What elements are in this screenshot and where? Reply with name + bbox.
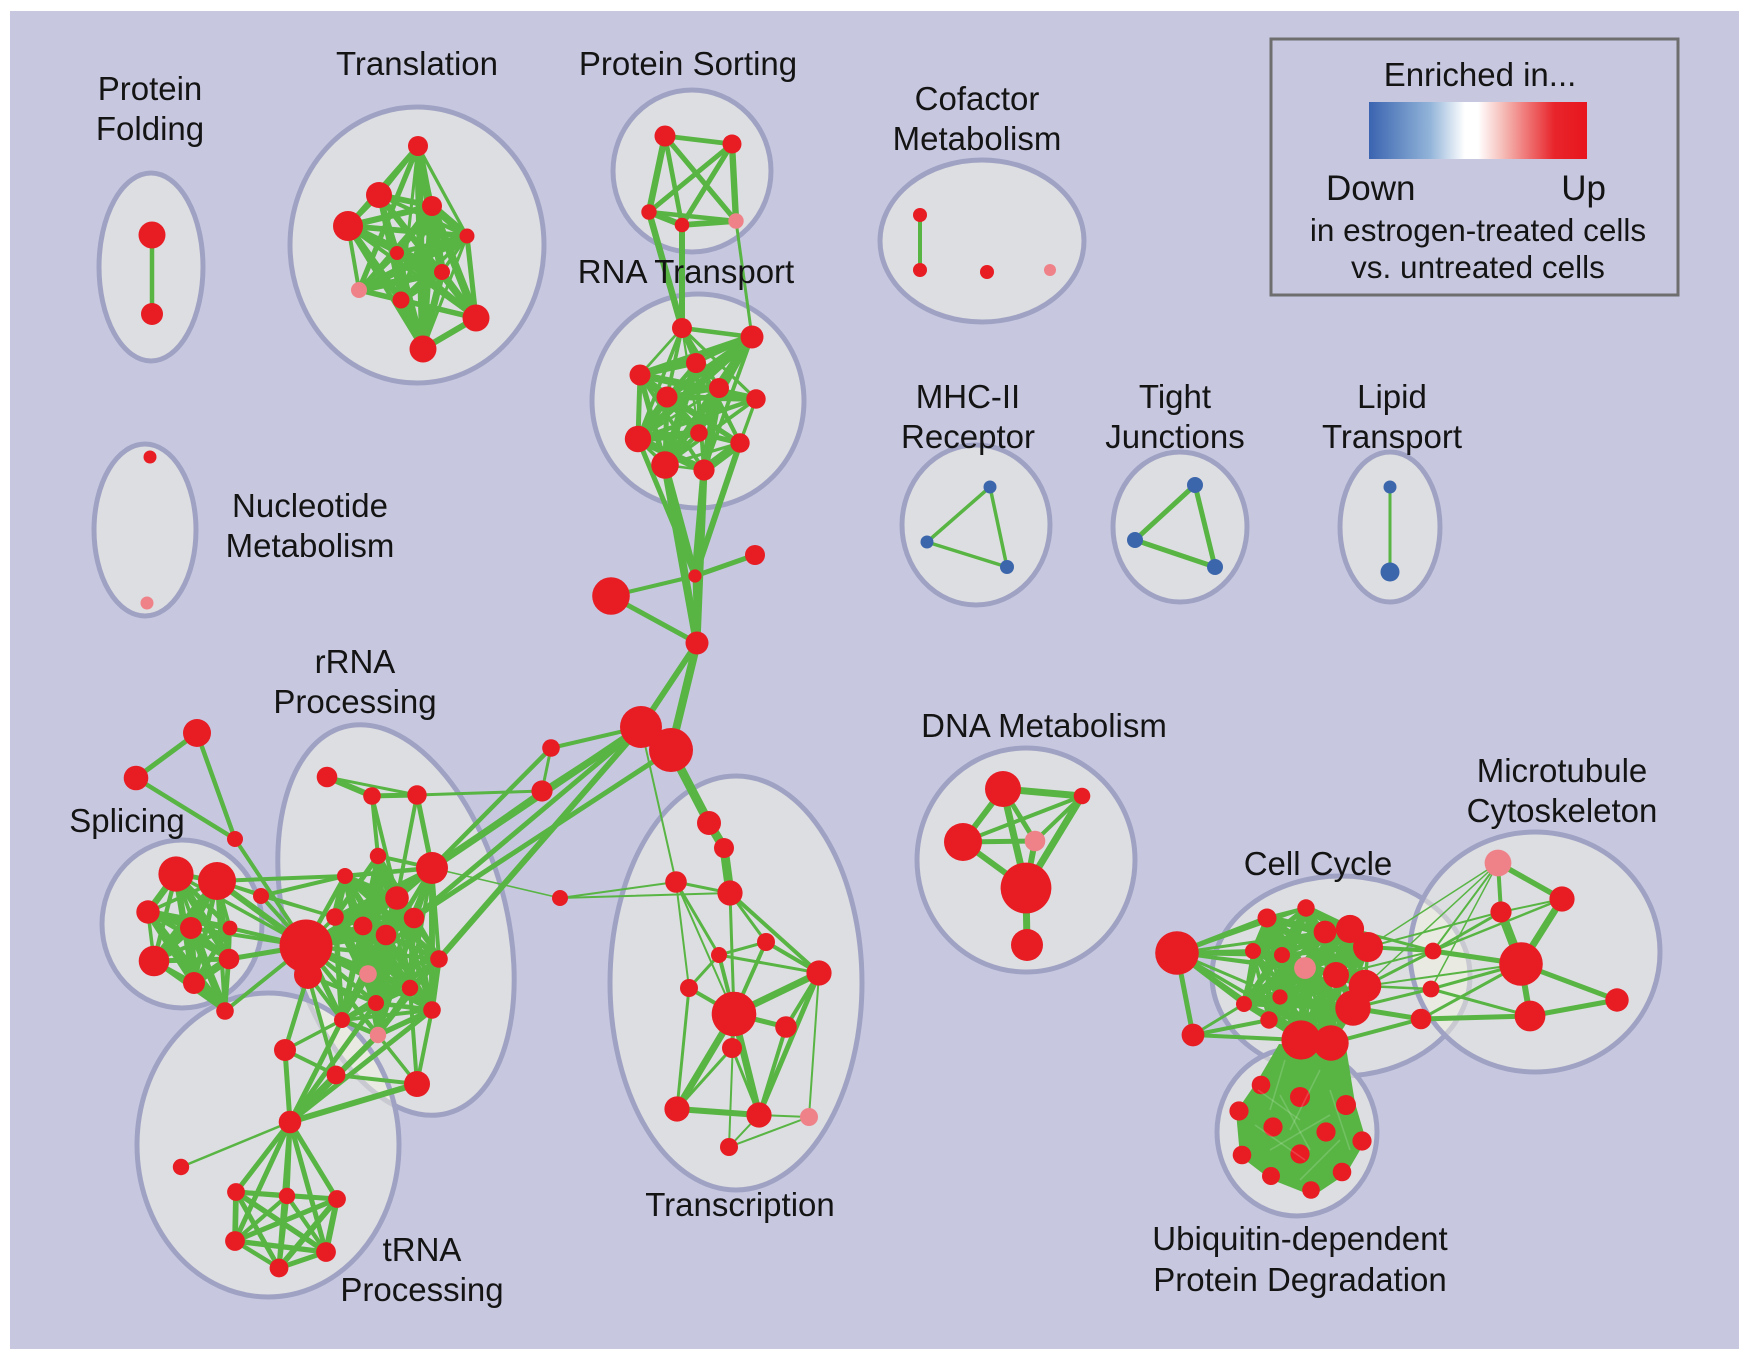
svg-text:Folding: Folding: [96, 110, 204, 147]
svg-text:Transport: Transport: [1322, 418, 1462, 455]
svg-text:Microtubule: Microtubule: [1477, 752, 1648, 789]
svg-text:Receptor: Receptor: [901, 418, 1035, 455]
svg-text:Translation: Translation: [336, 45, 498, 82]
svg-text:Protein: Protein: [98, 70, 203, 107]
svg-text:Enriched in...: Enriched in...: [1384, 56, 1577, 93]
svg-text:DNA Metabolism: DNA Metabolism: [921, 707, 1167, 744]
svg-text:Tight: Tight: [1139, 378, 1211, 415]
svg-text:tRNA: tRNA: [383, 1231, 462, 1268]
svg-text:Transcription: Transcription: [645, 1186, 835, 1223]
svg-text:Down: Down: [1326, 169, 1415, 208]
svg-text:Metabolism: Metabolism: [226, 527, 395, 564]
svg-text:Processing: Processing: [273, 683, 436, 720]
svg-text:Cell Cycle: Cell Cycle: [1244, 845, 1393, 882]
svg-text:RNA Transport: RNA Transport: [578, 253, 794, 290]
svg-text:in estrogen-treated cells: in estrogen-treated cells: [1310, 212, 1646, 248]
svg-text:Cofactor: Cofactor: [915, 80, 1040, 117]
svg-text:Splicing: Splicing: [69, 802, 185, 839]
svg-text:Junctions: Junctions: [1105, 418, 1244, 455]
svg-text:Metabolism: Metabolism: [893, 120, 1062, 157]
svg-text:vs. untreated cells: vs. untreated cells: [1351, 249, 1605, 285]
svg-text:Processing: Processing: [340, 1271, 503, 1308]
svg-text:Protein Sorting: Protein Sorting: [579, 45, 797, 82]
svg-text:rRNA: rRNA: [315, 643, 396, 680]
svg-text:Nucleotide: Nucleotide: [232, 487, 388, 524]
svg-text:Cytoskeleton: Cytoskeleton: [1467, 792, 1658, 829]
svg-text:Up: Up: [1561, 169, 1606, 208]
svg-text:Protein Degradation: Protein Degradation: [1153, 1261, 1447, 1298]
svg-text:Ubiquitin-dependent: Ubiquitin-dependent: [1152, 1220, 1447, 1257]
svg-text:MHC-II: MHC-II: [916, 378, 1020, 415]
svg-text:Lipid: Lipid: [1357, 378, 1427, 415]
